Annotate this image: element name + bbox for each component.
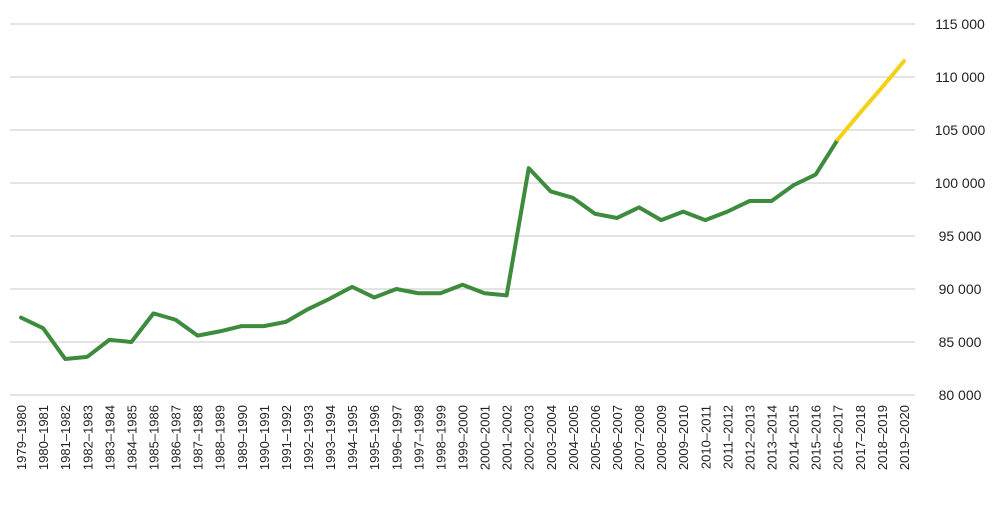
x-tick-label: 2011–2012 <box>720 405 735 469</box>
x-tick-label: 2009–2010 <box>676 405 691 470</box>
gridlines <box>10 23 915 396</box>
y-tick-label: 105 000 <box>935 122 986 138</box>
x-tick-label: 1993–1994 <box>323 405 338 470</box>
x-tick-label: 2006–2007 <box>610 405 625 470</box>
y-tick-label: 90 000 <box>939 281 982 297</box>
x-tick-label: 2000–2001 <box>478 405 493 470</box>
x-tick-label: 1987–1988 <box>191 405 206 470</box>
y-tick-label: 110 000 <box>935 69 985 85</box>
x-tick-label: 2019–2020 <box>897 405 912 470</box>
x-tick-label: 1982–1983 <box>80 405 95 470</box>
x-tick-label: 2013–2014 <box>765 405 780 470</box>
x-tick-label: 1983–1984 <box>102 405 117 470</box>
x-tick-label: 1996–1997 <box>389 405 404 470</box>
x-tick-label: 2008–2009 <box>654 405 669 470</box>
x-tick-label: 2014–2015 <box>787 405 802 470</box>
x-axis-tick-labels: 1979–1980 1980–1981 1981–1982 1982–1983 1983… <box>14 405 912 470</box>
x-tick-label: 1998–1999 <box>433 405 448 470</box>
y-axis-tick-labels: 80 000 85 000 90 000 95 000 100 000 105 000 11… <box>935 16 986 403</box>
x-tick-label: 1992–1993 <box>301 405 316 470</box>
x-tick-label: 2016–2017 <box>831 405 846 470</box>
x-tick-label: 2004–2005 <box>566 405 581 470</box>
x-tick-label: 1990–1991 <box>257 405 272 470</box>
y-tick-label: 100 000 <box>935 175 986 191</box>
x-tick-label: 1989–1990 <box>235 405 250 470</box>
x-tick-label: 2015–2016 <box>809 405 824 470</box>
x-tick-label: 1979–1980 <box>14 405 29 470</box>
series-line-2 <box>835 59 906 142</box>
x-tick-label: 2010–2011 <box>698 405 713 469</box>
x-tick-label: 1984–1985 <box>124 405 139 470</box>
x-tick-label: 1981–1982 <box>58 405 73 470</box>
x-tick-label: 1997–1998 <box>411 405 426 470</box>
x-tick-label: 2017–2018 <box>853 405 868 470</box>
y-tick-label: 80 000 <box>939 387 982 403</box>
series-line-1 <box>19 137 840 361</box>
x-tick-label: 2018–2019 <box>875 405 890 470</box>
x-tick-label: 1999–2000 <box>456 405 471 470</box>
x-tick-label: 1994–1995 <box>345 405 360 470</box>
x-tick-label: 2005–2006 <box>588 405 603 470</box>
x-tick-label: 1995–1996 <box>367 405 382 470</box>
x-tick-label: 2007–2008 <box>632 405 647 470</box>
x-tick-label: 1988–1989 <box>213 405 228 470</box>
x-tick-label: 1991–1992 <box>279 405 294 470</box>
y-tick-label: 115 000 <box>935 16 985 32</box>
x-tick-label: 2001–2002 <box>500 405 515 470</box>
series-lines <box>19 59 906 361</box>
x-tick-label: 2012–2013 <box>742 405 757 470</box>
y-tick-label: 85 000 <box>939 334 982 350</box>
x-tick-label: 1985–1986 <box>146 405 161 470</box>
x-tick-label: 2002–2003 <box>522 405 537 470</box>
x-tick-label: 2003–2004 <box>544 405 559 470</box>
x-tick-label: 1986–1987 <box>169 405 184 470</box>
x-tick-label: 1980–1981 <box>36 405 51 470</box>
y-tick-label: 95 000 <box>939 228 982 244</box>
